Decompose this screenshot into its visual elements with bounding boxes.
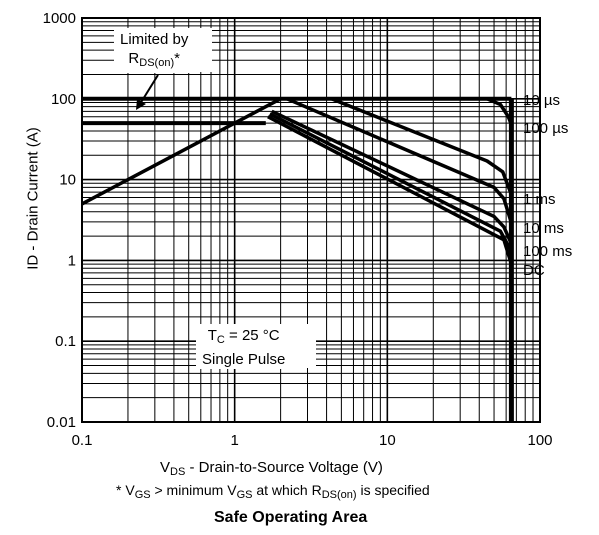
x-tick-label: 100 xyxy=(527,432,552,449)
annotation-arrow-head xyxy=(136,99,146,110)
y-axis-title: ID - Drain Current (A) xyxy=(24,127,42,270)
footnote: * VGS > minimum VGS at which RDS(on) is … xyxy=(116,482,430,501)
series-dc xyxy=(267,115,514,265)
chart-title: Safe Operating Area xyxy=(214,509,368,526)
annotation-arrow-line xyxy=(139,74,159,105)
x-tick-label: 10 xyxy=(379,432,396,449)
x-tick-label: 0.1 xyxy=(72,432,93,449)
y-tick-label: 0.01 xyxy=(47,414,76,431)
limited-by-annotation: Limited by RDS(on)* xyxy=(118,30,191,73)
series-10-s xyxy=(81,97,514,206)
y-tick-label: 0.1 xyxy=(55,333,76,350)
series-10-ms xyxy=(271,109,514,245)
series-1-ms xyxy=(286,97,514,224)
plot-frame xyxy=(81,17,541,423)
series-label: 10 µs xyxy=(523,92,560,109)
series-label: DC xyxy=(523,262,545,279)
conditions-line1: TC = 25 °C xyxy=(207,327,280,346)
series-100-s xyxy=(330,97,514,196)
conditions-annotation: TC = 25 °C Single Pulse xyxy=(200,326,288,369)
conditions-line2: Single Pulse xyxy=(202,351,286,368)
series-label: 10 ms xyxy=(523,220,564,237)
y-tick-label: 100 xyxy=(51,91,76,108)
y-tick-label: 1000 xyxy=(43,10,76,27)
x-tick-label: 1 xyxy=(230,432,238,449)
limited-by-line2: RDS(on)* xyxy=(128,50,180,69)
x-axis-title: VDS - Drain-to-Source Voltage (V) xyxy=(160,459,383,478)
y-tick-label: 1 xyxy=(68,252,76,269)
series-100-ms xyxy=(269,112,513,253)
series-label: 100 ms xyxy=(523,243,572,260)
series-label: 1 ms xyxy=(523,191,556,208)
limited-by-line1: Limited by xyxy=(120,31,189,48)
series-label: 100 µs xyxy=(523,120,568,137)
y-tick-label: 10 xyxy=(59,172,76,189)
